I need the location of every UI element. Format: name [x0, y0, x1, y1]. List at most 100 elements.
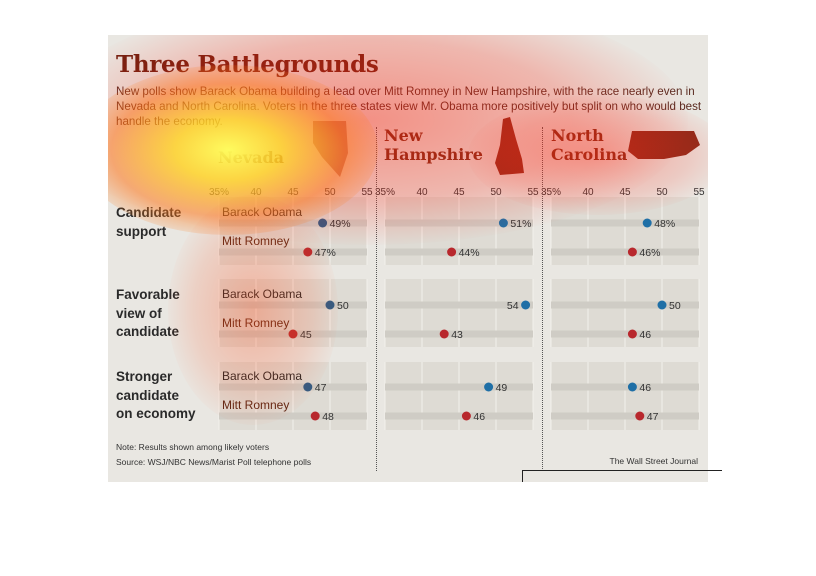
series-track	[551, 330, 699, 338]
row-label-line: support	[116, 223, 167, 239]
obama-dot	[303, 382, 313, 392]
series-name-label: Barack Obama	[222, 287, 302, 301]
romney-dot	[627, 247, 637, 257]
series-name-label: Mitt Romney	[222, 398, 289, 412]
graphic-subtitle: New polls show Barack Obama building a l…	[116, 85, 702, 128]
series-name-label: Mitt Romney	[222, 234, 289, 248]
romney-dot	[447, 247, 457, 257]
data-label: 49	[496, 382, 508, 394]
x-tick-label: 50	[324, 187, 336, 198]
row-label-line: view of	[116, 305, 162, 321]
obama-dot	[642, 218, 652, 228]
obama-dot	[627, 382, 637, 392]
data-label: 46	[473, 411, 485, 423]
obama-dot	[484, 382, 494, 392]
series-track	[385, 383, 533, 391]
x-tick-label: 45	[287, 187, 299, 198]
state-label-new-hampshire: New Hampshire	[384, 126, 483, 164]
series-track	[551, 248, 699, 256]
obama-dot	[521, 300, 531, 310]
north-carolina-shape-icon	[628, 131, 700, 159]
state-label-north-carolina: North Carolina	[551, 126, 627, 164]
graphic-title: Three Battlegrounds	[116, 51, 379, 78]
state-label-line: Carolina	[551, 145, 628, 164]
x-tick-label: 50	[490, 187, 502, 198]
series-track	[551, 412, 699, 420]
obama-dot	[498, 218, 508, 228]
x-tick-label: 40	[416, 187, 428, 198]
state-label-line: Hampshire	[384, 145, 483, 164]
new-hampshire-shape-icon	[495, 117, 524, 175]
edge-line	[522, 470, 523, 482]
x-tick-label: 40	[250, 187, 262, 198]
data-label: 44%	[459, 247, 480, 259]
row-label-line: Candidate	[116, 205, 182, 220]
x-tick-label: 55	[693, 187, 705, 198]
row-label-line: Favorable	[116, 287, 180, 302]
row-label-line: candidate	[116, 387, 180, 403]
series-track	[219, 248, 367, 256]
x-tick-label: 55	[527, 187, 539, 198]
series-name-label: Mitt Romney	[222, 316, 289, 330]
series-track	[385, 248, 533, 256]
x-tick-label: 35%	[209, 187, 229, 198]
x-tick-label: 45	[619, 187, 631, 198]
x-tick-label: 40	[582, 187, 594, 198]
x-tick-label: 35%	[541, 187, 561, 198]
data-label: 45	[300, 329, 312, 341]
data-label: 48%	[654, 218, 675, 230]
obama-dot	[325, 300, 335, 310]
series-track	[385, 301, 533, 309]
series-track	[385, 330, 533, 338]
data-label: 50	[337, 300, 349, 312]
footnote: Note: Results shown among likely voters	[116, 442, 270, 452]
row-label-line: candidate	[116, 324, 180, 339]
data-label: 47	[647, 411, 659, 423]
series-track	[551, 301, 699, 309]
panel-divider	[542, 127, 543, 471]
romney-dot	[627, 329, 637, 339]
x-tick-label: 50	[656, 187, 668, 198]
series-track	[551, 219, 699, 227]
obama-dot	[318, 218, 328, 228]
source-note: Source: WSJ/NBC News/Marist Poll telepho…	[116, 457, 312, 467]
romney-dot	[439, 329, 449, 339]
data-label: 50	[669, 300, 681, 312]
obama-dot	[657, 300, 667, 310]
romney-dot	[288, 329, 298, 339]
battleground-graphic: 35% 40 45 50 55 35% 40 45 50 55 35% 40 45 50 55 49% Bara…	[108, 35, 708, 482]
data-label: 49%	[330, 218, 351, 230]
data-label: 43	[451, 329, 463, 341]
romney-dot	[461, 411, 471, 421]
series-track	[551, 383, 699, 391]
row-label-line: on economy	[116, 406, 196, 421]
series-track	[219, 383, 367, 391]
series-name-label: Barack Obama	[222, 369, 302, 383]
romney-dot	[310, 411, 320, 421]
data-label: 48	[322, 411, 334, 423]
state-label-line: Nevada	[218, 148, 285, 167]
romney-dot	[635, 411, 645, 421]
data-label: 46%	[639, 247, 660, 259]
series-track	[219, 412, 367, 420]
x-tick-label: 45	[453, 187, 465, 198]
x-tick-label: 55	[361, 187, 373, 198]
row-label-stronger-on-economy: Stronger candidate on economy	[116, 368, 196, 424]
series-track	[219, 301, 367, 309]
series-track	[385, 219, 533, 227]
data-label: 46	[639, 329, 651, 341]
data-label: 46	[639, 382, 651, 394]
data-label: 54	[507, 300, 519, 312]
publisher-credit: The Wall Street Journal	[609, 456, 699, 466]
nevada-shape-icon	[313, 121, 348, 177]
state-label-line: North	[551, 126, 604, 145]
row-label-favorable-view: Favorable view of candidate	[116, 286, 180, 342]
series-track	[385, 412, 533, 420]
state-label-line: New	[384, 126, 423, 145]
data-label: 47%	[315, 247, 336, 259]
x-tick-label: 35%	[375, 187, 395, 198]
panel-divider	[376, 127, 377, 471]
edge-line	[522, 470, 722, 471]
data-label: 51%	[510, 218, 531, 230]
series-name-label: Barack Obama	[222, 205, 302, 219]
